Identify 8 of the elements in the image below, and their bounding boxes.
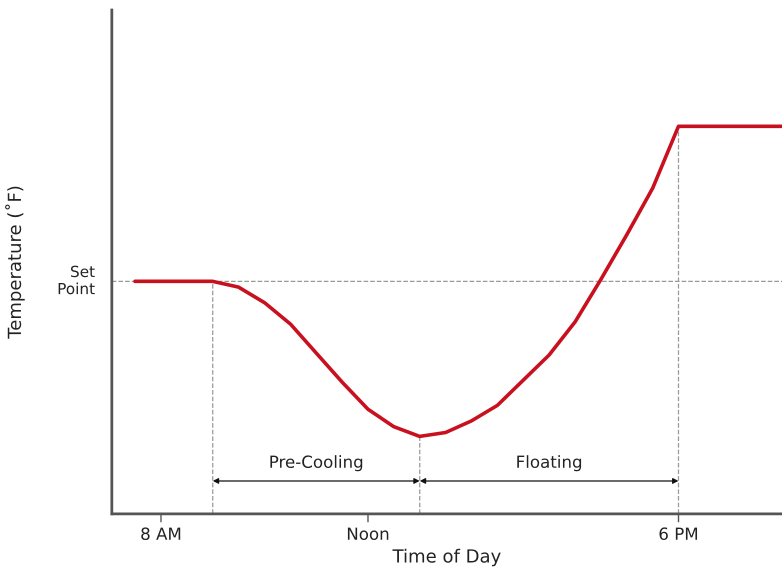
annotation: Pre-Cooling [270,455,362,472]
x-axis-title: Time of Day [392,548,501,566]
x-tick-label: 8 AM [141,527,180,540]
x-tick-label: Noon [348,528,388,540]
annotation: Floating [517,455,582,472]
y-axis-title: Temperature (˚F) [5,186,25,339]
x-tick-label: 6 PM [659,527,698,540]
ref-line-label: Set Point [58,266,95,294]
